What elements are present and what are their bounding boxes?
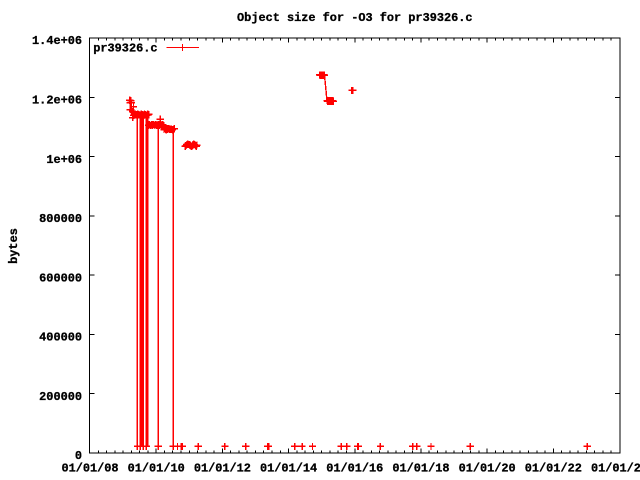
svg-text:400000: 400000 [39,331,82,345]
svg-text:01/01/10: 01/01/10 [128,462,185,476]
svg-text:0: 0 [75,449,82,463]
svg-text:bytes: bytes [7,228,21,264]
svg-text:600000: 600000 [39,271,82,285]
svg-text:01/01/22: 01/01/22 [525,462,582,476]
svg-text:01/01/14: 01/01/14 [260,462,317,476]
svg-text:01/01/12: 01/01/12 [194,462,251,476]
svg-text:01/01/18: 01/01/18 [392,462,449,476]
svg-text:01/01/20: 01/01/20 [459,462,516,476]
svg-text:Object size for -O3 for pr3932: Object size for -O3 for pr39326.c [237,11,472,25]
svg-text:01/01/24: 01/01/24 [591,462,640,476]
svg-text:1.4e+06: 1.4e+06 [32,34,82,48]
svg-text:1.2e+06: 1.2e+06 [32,93,82,107]
svg-text:800000: 800000 [39,212,82,226]
svg-text:01/01/08: 01/01/08 [61,462,118,476]
svg-text:pr39326.c: pr39326.c [93,41,157,55]
svg-text:1e+06: 1e+06 [46,153,82,167]
svg-text:200000: 200000 [39,390,82,404]
svg-text:01/01/16: 01/01/16 [326,462,383,476]
